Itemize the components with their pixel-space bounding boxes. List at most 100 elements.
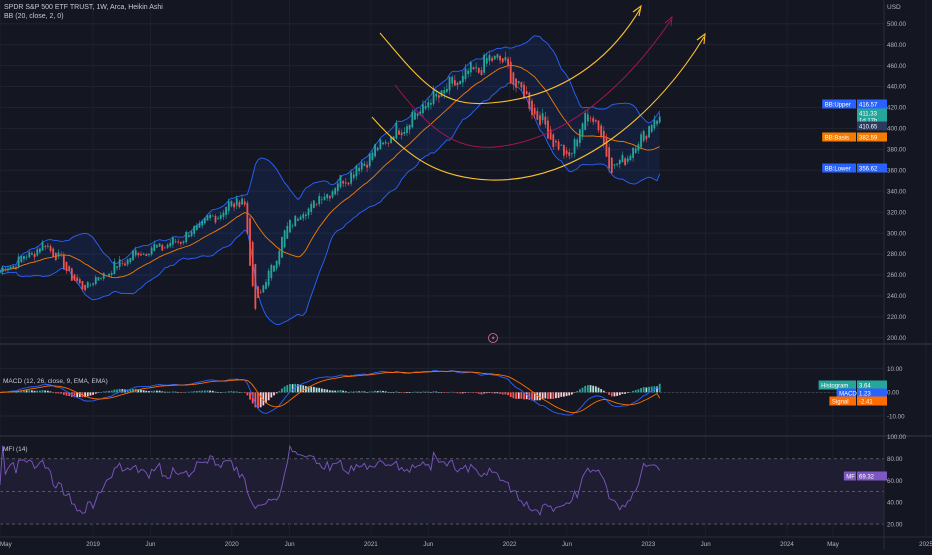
macd-histogram-bar — [243, 392, 246, 393]
macd-histogram-bar — [576, 391, 579, 393]
candle-body — [211, 215, 214, 217]
candle-body — [28, 252, 31, 258]
macd-histogram-bar — [376, 390, 379, 393]
candle-body — [235, 198, 238, 206]
macd-histogram-bar — [150, 390, 153, 393]
candle-body — [387, 142, 390, 144]
macd-histogram-bar — [658, 383, 661, 393]
candle-body — [156, 245, 158, 248]
candle-body — [597, 120, 600, 131]
macd-histogram-bar — [342, 390, 345, 393]
macd-tick-label: -10.00 — [887, 413, 905, 420]
lightning-icon[interactable] — [488, 333, 498, 343]
macd-histogram-bar — [132, 388, 134, 393]
macd-histogram-bar — [584, 385, 587, 393]
candle-body — [214, 216, 217, 223]
bb-lower-line — [0, 82, 661, 326]
candle-body — [33, 253, 36, 258]
candle-body — [227, 201, 230, 211]
macd-histogram-bar — [555, 392, 557, 399]
bollinger-fill — [0, 35, 660, 325]
macd-histogram-bar — [198, 390, 201, 393]
candle-body — [94, 277, 97, 285]
candle-body — [132, 250, 134, 261]
candle-body — [177, 241, 180, 243]
macd-histogram-bar — [116, 389, 118, 393]
candle-body — [544, 116, 547, 125]
mfi-tick-label: 60.00 — [887, 478, 903, 485]
candle-body — [230, 201, 233, 207]
candle-body — [315, 204, 318, 205]
candle-body — [97, 277, 100, 281]
macd-histogram-bar — [461, 392, 464, 394]
macd-histogram-bar — [382, 390, 384, 393]
candle-body — [552, 134, 555, 147]
macd-histogram-bar — [352, 391, 355, 393]
macd-histogram-bar — [610, 392, 613, 397]
macd-histogram-bar — [539, 392, 541, 401]
macd-histogram-bar — [241, 392, 243, 393]
macd-histogram-bar — [533, 392, 536, 401]
macd-histogram-bar — [299, 384, 302, 393]
macd-histogram-bar — [541, 392, 544, 399]
candle-body — [507, 58, 509, 65]
value-tag-text: -2.41 — [859, 399, 873, 405]
arrowhead-middle — [664, 15, 673, 27]
macd-histogram-bar — [336, 390, 339, 393]
candle-body — [203, 217, 206, 224]
macd-histogram-bar — [172, 391, 174, 393]
candle-body — [525, 91, 528, 95]
macd-histogram-bar — [326, 389, 329, 393]
candle-body — [648, 126, 650, 138]
candle-body — [432, 89, 435, 104]
candle-body — [565, 150, 568, 154]
macd-histogram-bar — [62, 392, 65, 395]
candle-body — [267, 270, 270, 286]
macd-histogram-bar — [182, 392, 185, 393]
macd-histogram-bar — [483, 392, 486, 394]
candle-body — [592, 118, 595, 122]
time-tick-label: 2025 — [919, 541, 932, 548]
candle-body — [57, 252, 60, 257]
time-tick-label: Jun — [285, 541, 296, 548]
macd-histogram-bar — [230, 391, 233, 393]
candle-body — [209, 214, 212, 219]
time-tick-label: May — [0, 541, 13, 548]
candle-body — [480, 70, 483, 76]
candle-body — [76, 277, 79, 281]
lower-arc-arrow — [371, 36, 705, 181]
candle-body — [291, 225, 294, 227]
candle-body — [328, 196, 331, 199]
macd-histogram-bar — [395, 391, 398, 393]
candle-body — [225, 206, 227, 215]
mfi-line — [0, 444, 661, 517]
macd-histogram-bar — [467, 392, 470, 393]
candle-body — [637, 144, 640, 151]
candle-body — [536, 111, 539, 120]
macd-histogram-bar — [233, 391, 235, 393]
macd-histogram-bar — [602, 390, 605, 393]
candle-body — [528, 92, 531, 109]
candle-body — [504, 57, 507, 61]
macd-histogram-bar — [251, 392, 254, 404]
candle-body — [392, 136, 395, 141]
candle-body — [187, 235, 190, 238]
candle-body — [355, 165, 358, 177]
macd-line — [0, 370, 660, 416]
macd-histogram-bar — [531, 392, 533, 401]
candle-body — [62, 254, 65, 269]
macd-histogram-bar — [560, 392, 563, 397]
macd-histogram-bar — [456, 392, 459, 394]
macd-histogram-bar — [390, 392, 392, 393]
candle-body — [39, 248, 41, 253]
candle-body — [360, 162, 363, 170]
mfi-tick-label: 40.00 — [887, 500, 903, 507]
candle-body — [557, 141, 560, 150]
candle-body — [52, 248, 55, 258]
candle-body — [398, 130, 400, 135]
candle-body — [275, 260, 278, 269]
candle-body — [169, 242, 172, 247]
time-tick-label: 2019 — [86, 541, 100, 548]
macd-histogram-bar — [459, 392, 462, 394]
